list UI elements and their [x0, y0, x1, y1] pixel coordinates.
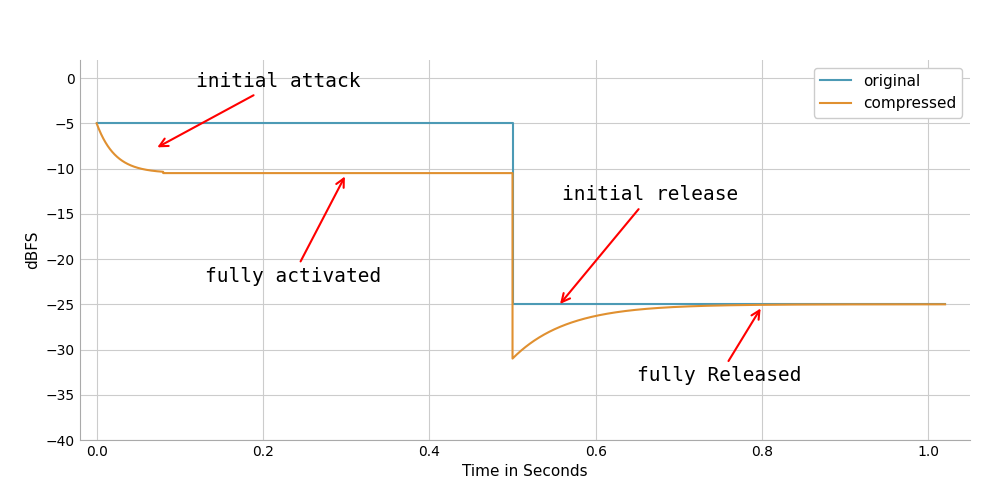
Line: original: original: [97, 124, 945, 304]
compressed: [807, 302, 819, 308]
compressed: [939, 302, 951, 308]
original: [507, 302, 519, 308]
compressed: [904, 302, 916, 308]
Text: fully activated: fully activated: [205, 178, 381, 286]
original: [507, 120, 519, 126]
Text: initial release: initial release: [562, 185, 739, 302]
original: [91, 120, 103, 126]
X-axis label: Time in Seconds: Time in Seconds: [462, 464, 588, 479]
original: [939, 302, 951, 308]
Legend: original, compressed: original, compressed: [814, 68, 962, 117]
Y-axis label: dBFS: dBFS: [25, 231, 40, 269]
compressed: [780, 302, 792, 308]
compressed: [136, 166, 148, 172]
compressed: [507, 356, 519, 362]
Text: fully Released: fully Released: [637, 310, 802, 385]
Line: compressed: compressed: [97, 124, 945, 358]
compressed: [856, 302, 868, 308]
compressed: [104, 146, 116, 152]
compressed: [91, 120, 103, 126]
Text: initial attack: initial attack: [159, 72, 361, 146]
